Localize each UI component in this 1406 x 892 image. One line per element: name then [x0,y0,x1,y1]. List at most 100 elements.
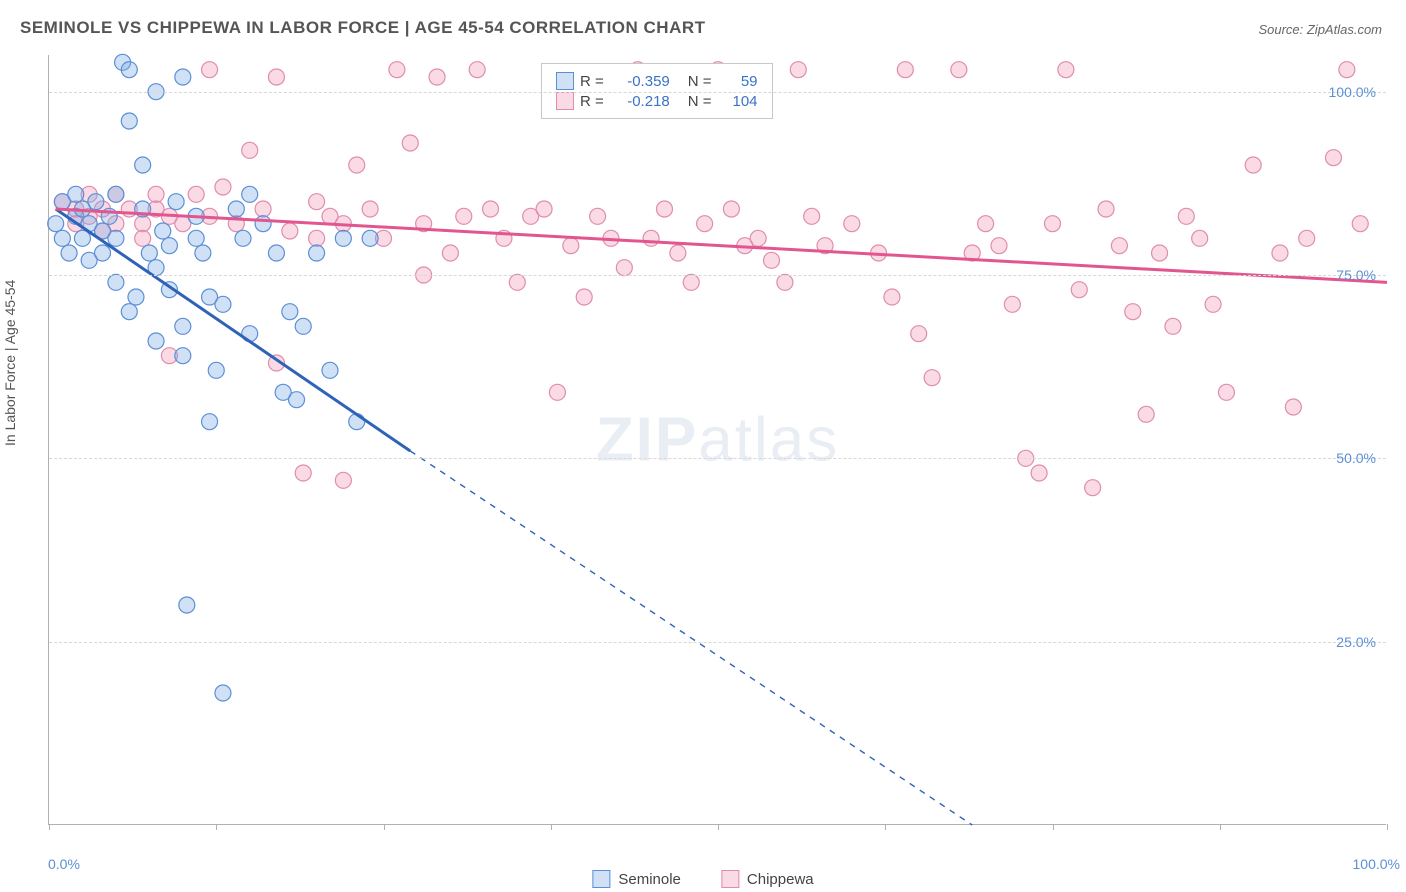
gridline-h [49,275,1386,276]
x-tick [718,824,719,830]
scatter-point-chippewa [1165,318,1181,334]
y-tick-label: 75.0% [1336,267,1376,283]
scatter-point-chippewa [563,238,579,254]
legend-swatch [592,870,610,888]
scatter-point-chippewa [268,69,284,85]
scatter-point-chippewa [442,245,458,261]
scatter-point-seminole [175,69,191,85]
x-tick [1387,824,1388,830]
scatter-point-chippewa [1071,282,1087,298]
scatter-point-seminole [268,245,284,261]
series-legend-label: Seminole [618,871,681,888]
scatter-point-chippewa [1085,480,1101,496]
scatter-point-chippewa [1004,296,1020,312]
scatter-point-chippewa [389,62,405,78]
scatter-point-chippewa [924,370,940,386]
scatter-point-chippewa [1111,238,1127,254]
legend-n-label: N = [688,73,712,90]
scatter-point-chippewa [1218,384,1234,400]
scatter-point-chippewa [897,62,913,78]
scatter-point-seminole [54,230,70,246]
legend-r-value: -0.359 [614,73,670,90]
gridline-h [49,642,1386,643]
chart-container: SEMINOLE VS CHIPPEWA IN LABOR FORCE | AG… [0,0,1406,892]
scatter-point-chippewa [242,142,258,158]
x-tick [1220,824,1221,830]
scatter-point-chippewa [683,274,699,290]
scatter-point-chippewa [148,186,164,202]
scatter-point-chippewa [1152,245,1168,261]
scatter-point-chippewa [1339,62,1355,78]
scatter-point-chippewa [1299,230,1315,246]
scatter-point-chippewa [911,326,927,342]
x-tick [49,824,50,830]
scatter-point-seminole [195,245,211,261]
scatter-point-seminole [168,194,184,210]
scatter-point-chippewa [670,245,686,261]
scatter-point-seminole [155,223,171,239]
series-legend-item-seminole: Seminole [592,870,681,888]
scatter-point-seminole [362,230,378,246]
scatter-point-chippewa [1205,296,1221,312]
scatter-point-chippewa [509,274,525,290]
scatter-point-seminole [121,113,137,129]
y-tick-label: 50.0% [1336,450,1376,466]
scatter-point-chippewa [777,274,793,290]
scatter-point-chippewa [456,208,472,224]
scatter-point-chippewa [1058,62,1074,78]
scatter-point-seminole [121,62,137,78]
y-tick-label: 100.0% [1329,84,1376,100]
x-tick-0: 0.0% [48,856,80,872]
legend-n-value: 59 [722,73,758,90]
scatter-point-chippewa [764,252,780,268]
scatter-point-chippewa [362,201,378,217]
gridline-h [49,92,1386,93]
legend-n-label: N = [688,93,712,110]
x-tick [384,824,385,830]
scatter-point-chippewa [469,62,485,78]
scatter-point-seminole [335,230,351,246]
scatter-point-chippewa [576,289,592,305]
legend-r-label: R = [580,93,604,110]
scatter-point-seminole [215,685,231,701]
x-tick [551,824,552,830]
scatter-point-chippewa [335,472,351,488]
gridline-h [49,458,1386,459]
series-legend-item-chippewa: Chippewa [721,870,814,888]
legend-r-value: -0.218 [614,93,670,110]
scatter-point-chippewa [884,289,900,305]
scatter-point-chippewa [402,135,418,151]
scatter-point-chippewa [804,208,820,224]
x-tick-100: 100.0% [1353,856,1400,872]
scatter-point-chippewa [978,216,994,232]
x-tick [885,824,886,830]
scatter-point-chippewa [643,230,659,246]
scatter-point-seminole [108,230,124,246]
scatter-point-seminole [175,318,191,334]
trendline-seminole [56,209,411,451]
scatter-point-seminole [48,216,64,232]
scatter-point-seminole [202,414,218,430]
series-legend: Seminole Chippewa [592,870,813,888]
scatter-point-seminole [95,245,111,261]
legend-r-label: R = [580,73,604,90]
chart-title: SEMINOLE VS CHIPPEWA IN LABOR FORCE | AG… [20,18,706,38]
scatter-point-seminole [61,245,77,261]
scatter-point-chippewa [429,69,445,85]
scatter-point-seminole [255,216,271,232]
scatter-point-seminole [175,348,191,364]
scatter-point-seminole [289,392,305,408]
scatter-point-chippewa [1138,406,1154,422]
legend-n-value: 104 [722,93,758,110]
y-tick-label: 25.0% [1336,634,1376,650]
scatter-point-seminole [188,230,204,246]
x-tick [216,824,217,830]
scatter-point-chippewa [656,201,672,217]
scatter-point-seminole [235,230,251,246]
scatter-point-seminole [108,274,124,290]
scatter-point-seminole [282,304,298,320]
scatter-point-seminole [228,201,244,217]
scatter-point-chippewa [590,208,606,224]
legend-row-chippewa: R = -0.218 N = 104 [556,92,758,110]
scatter-point-chippewa [790,62,806,78]
